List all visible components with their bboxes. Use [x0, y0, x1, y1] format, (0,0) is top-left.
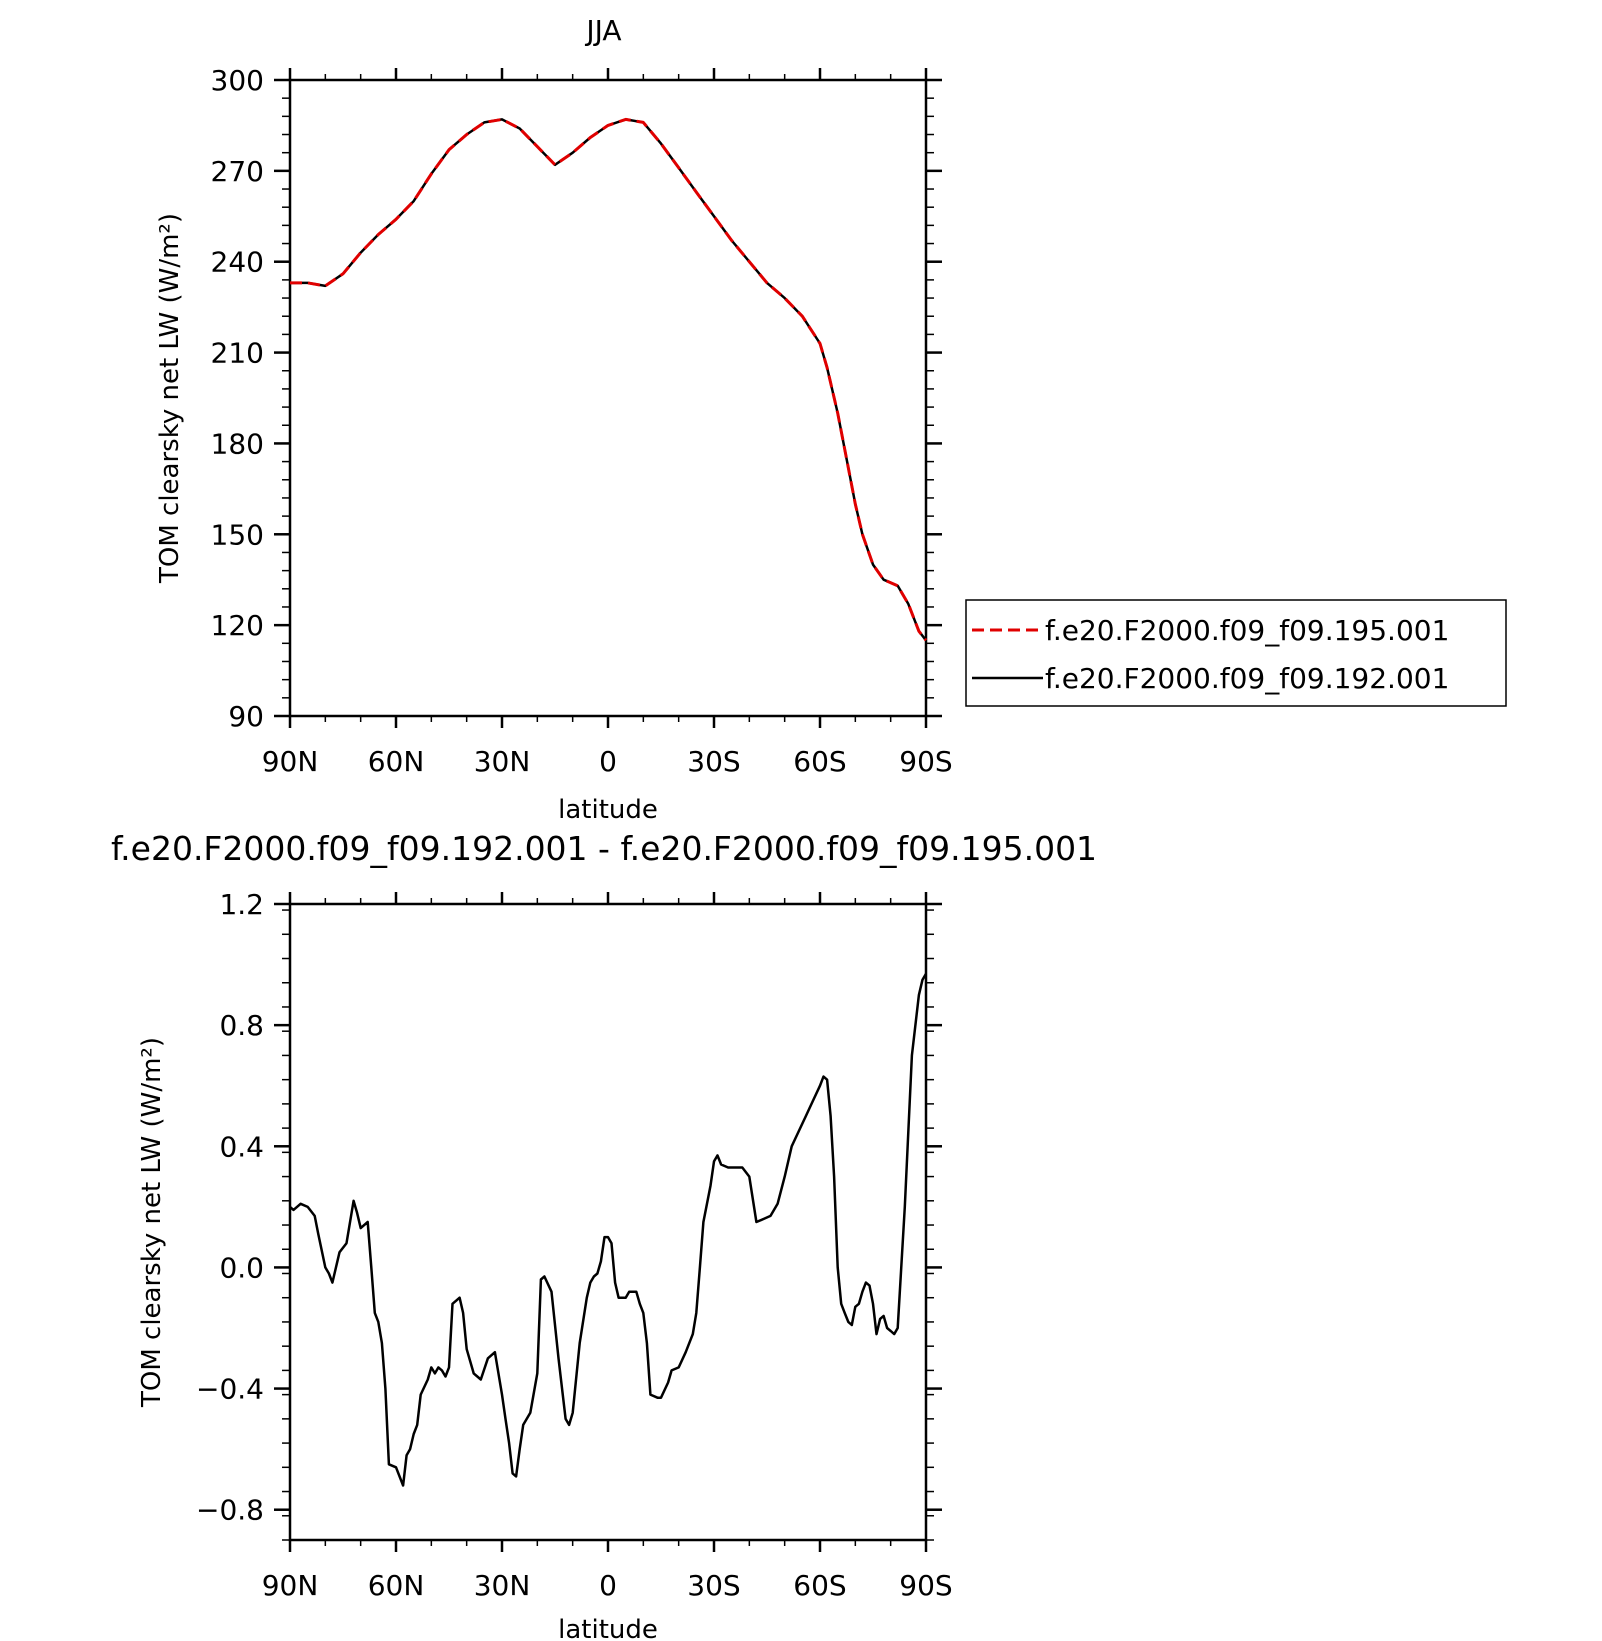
y-tick-label: 90: [228, 700, 264, 733]
y-tick-label: 0.4: [219, 1130, 264, 1163]
difference-line: [289, 973, 928, 1487]
bottom-y-axis-label: TOM clearsky net LW (W/m²): [137, 1037, 167, 1408]
x-tick-label: 30N: [474, 745, 531, 778]
top-minor-ticks: [282, 74, 934, 722]
y-tick-label: 1.2: [219, 888, 264, 921]
y-tick-label: 180: [211, 427, 264, 460]
bottom-plot-frame: [288, 902, 928, 1542]
bottom-x-ticks: 90N 60N 30N 0 30S 60S 90S: [262, 892, 953, 1602]
x-tick-label: 60S: [793, 1569, 846, 1602]
top-title: JJA: [584, 14, 621, 47]
bottom-title: f.e20.F2000.f09_f09.192.001 - f.e20.F200…: [111, 829, 1097, 868]
bottom-x-axis-label: latitude: [558, 1615, 658, 1641]
bottom-panel: f.e20.F2000.f09_f09.192.001 - f.e20.F200…: [111, 829, 1097, 1641]
x-tick-label: 60N: [368, 745, 425, 778]
legend-label-192: f.e20.F2000.f09_f09.192.001: [1045, 662, 1449, 695]
legend-label-195: f.e20.F2000.f09_f09.195.001: [1045, 614, 1449, 647]
x-tick-label: 90N: [262, 745, 319, 778]
bottom-y-ticks: −0.8 −0.4 0.0 0.4 0.8 1.2: [196, 888, 942, 1527]
y-tick-label: −0.4: [196, 1373, 264, 1406]
y-tick-label: 270: [211, 155, 264, 188]
top-y-axis-label: TOM clearsky net LW (W/m²): [155, 213, 185, 584]
x-tick-label: 30S: [687, 745, 740, 778]
y-tick-label: 150: [211, 518, 264, 551]
x-tick-label: 90S: [899, 745, 952, 778]
x-tick-label: 60S: [793, 745, 846, 778]
top-x-ticks: 90N 60N 30N 0 30S 60S 90S: [262, 68, 953, 778]
x-tick-label: 90S: [899, 1569, 952, 1602]
y-tick-label: −0.8: [196, 1494, 264, 1527]
top-panel: JJA 90 120 150 180 210 240 270 300 90N 60N 30N 0 30…: [155, 14, 1507, 825]
y-tick-label: 120: [211, 609, 264, 642]
y-tick-label: 300: [211, 64, 264, 97]
x-tick-label: 30S: [687, 1569, 740, 1602]
bottom-minor-ticks: [282, 898, 934, 1546]
y-tick-label: 210: [211, 337, 264, 370]
x-tick-label: 0: [599, 1569, 617, 1602]
x-tick-label: 0: [599, 745, 617, 778]
top-plot-frame: [288, 78, 928, 718]
top-x-axis-label: latitude: [558, 795, 658, 825]
x-tick-label: 60N: [368, 1569, 425, 1602]
series-line-f.e20.F2000.f09_f09.195.001: [290, 117, 928, 642]
bottom-series-lines: [289, 973, 928, 1487]
y-tick-label: 240: [211, 246, 264, 279]
x-tick-label: 30N: [474, 1569, 531, 1602]
legend-box: [965, 599, 1507, 707]
top-y-ticks: 90 120 150 180 210 240 270 300: [211, 64, 942, 733]
x-tick-label: 90N: [262, 1569, 319, 1602]
y-tick-label: 0.8: [219, 1009, 264, 1042]
y-tick-label: 0.0: [219, 1251, 264, 1284]
top-series-lines: [290, 117, 928, 642]
